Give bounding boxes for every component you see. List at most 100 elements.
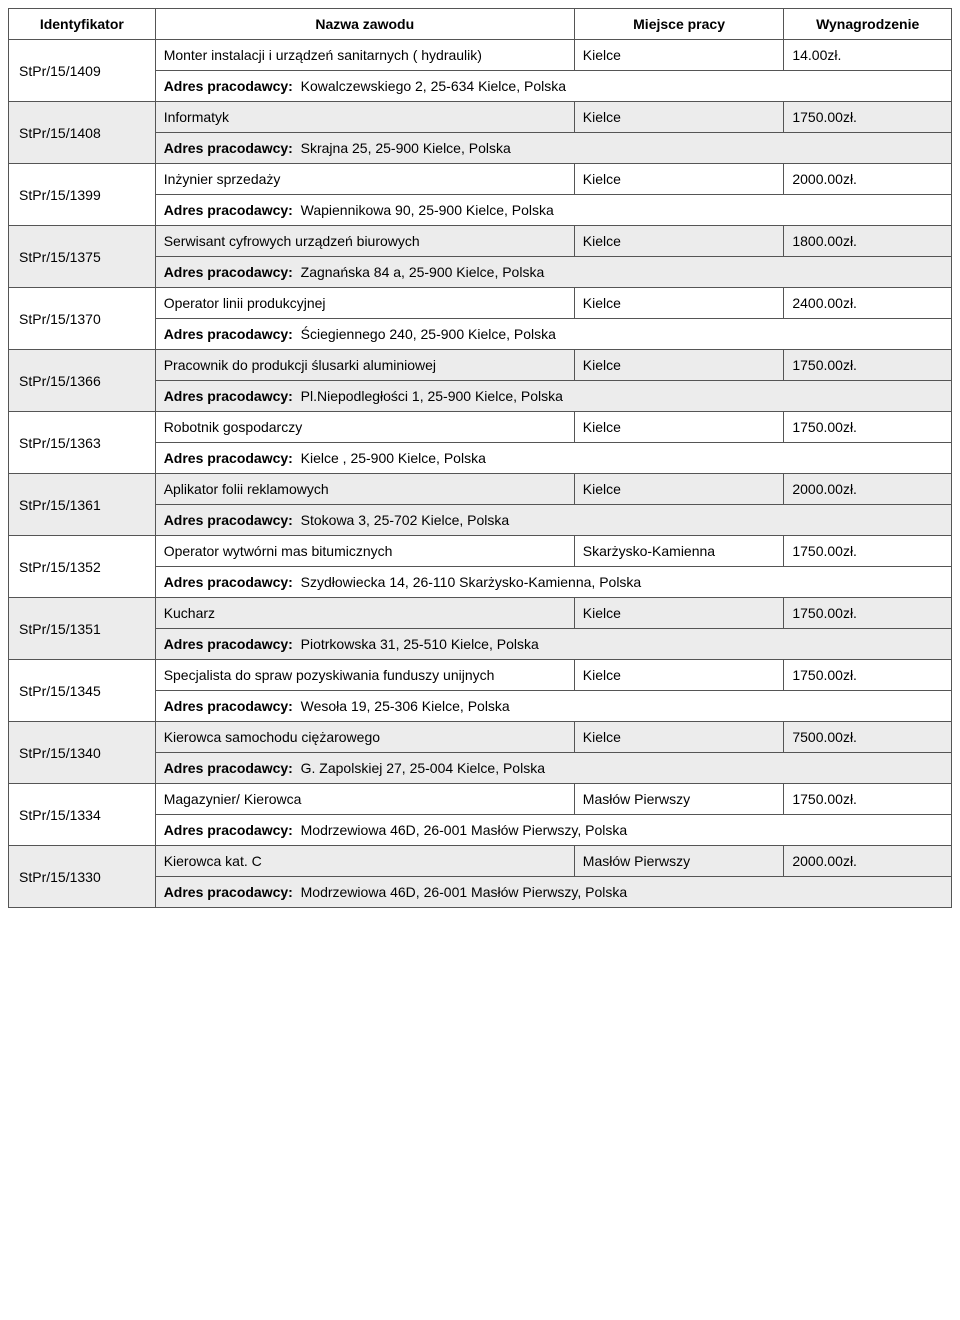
address-label: Adres pracodawcy: (164, 636, 293, 652)
cell-workplace: Kielce (574, 598, 784, 629)
address-label: Adres pracodawcy: (164, 822, 293, 838)
cell-employer-address: Adres pracodawcy: Modrzewiowa 46D, 26-00… (155, 877, 951, 908)
address-label: Adres pracodawcy: (164, 264, 293, 280)
cell-job-title: Inżynier sprzedaży (155, 164, 574, 195)
cell-workplace: Kielce (574, 722, 784, 753)
cell-job-title: Kierowca samochodu ciężarowego (155, 722, 574, 753)
cell-salary: 1750.00zł. (784, 412, 952, 443)
cell-identifier: StPr/15/1345 (9, 660, 156, 722)
table-row: StPr/15/1408InformatykKielce1750.00zł. (9, 102, 952, 133)
table-row: StPr/15/1370Operator linii produkcyjnejK… (9, 288, 952, 319)
cell-workplace: Kielce (574, 288, 784, 319)
cell-employer-address: Adres pracodawcy: Ściegiennego 240, 25-9… (155, 319, 951, 350)
cell-identifier: StPr/15/1351 (9, 598, 156, 660)
cell-job-title: Monter instalacji i urządzeń sanitarnych… (155, 40, 574, 71)
cell-employer-address: Adres pracodawcy: Skrajna 25, 25-900 Kie… (155, 133, 951, 164)
cell-employer-address: Adres pracodawcy: Wapiennikowa 90, 25-90… (155, 195, 951, 226)
address-value: Modrzewiowa 46D, 26-001 Masłów Pierwszy,… (293, 822, 627, 838)
table-row: StPr/15/1366Pracownik do produkcji ślusa… (9, 350, 952, 381)
cell-identifier: StPr/15/1334 (9, 784, 156, 846)
cell-salary: 1750.00zł. (784, 784, 952, 815)
cell-salary: 7500.00zł. (784, 722, 952, 753)
cell-salary: 2000.00zł. (784, 164, 952, 195)
address-label: Adres pracodawcy: (164, 512, 293, 528)
cell-workplace: Kielce (574, 412, 784, 443)
address-value: Skrajna 25, 25-900 Kielce, Polska (293, 140, 511, 156)
cell-salary: 1750.00zł. (784, 598, 952, 629)
address-label: Adres pracodawcy: (164, 202, 293, 218)
address-value: Wesoła 19, 25-306 Kielce, Polska (293, 698, 510, 714)
table-row: StPr/15/1334Magazynier/ KierowcaMasłów P… (9, 784, 952, 815)
address-label: Adres pracodawcy: (164, 760, 293, 776)
address-value: Kielce , 25-900 Kielce, Polska (293, 450, 486, 466)
cell-job-title: Specjalista do spraw pozyskiwania fundus… (155, 660, 574, 691)
cell-job-title: Kucharz (155, 598, 574, 629)
header-id: Identyfikator (9, 9, 156, 40)
address-label: Adres pracodawcy: (164, 326, 293, 342)
address-value: Stokowa 3, 25-702 Kielce, Polska (293, 512, 509, 528)
header-salary: Wynagrodzenie (784, 9, 952, 40)
cell-workplace: Kielce (574, 660, 784, 691)
job-listings-table: Identyfikator Nazwa zawodu Miejsce pracy… (8, 8, 952, 908)
cell-employer-address: Adres pracodawcy: Wesoła 19, 25-306 Kiel… (155, 691, 951, 722)
cell-job-title: Kierowca kat. C (155, 846, 574, 877)
cell-workplace: Kielce (574, 474, 784, 505)
cell-workplace: Kielce (574, 40, 784, 71)
cell-identifier: StPr/15/1375 (9, 226, 156, 288)
cell-identifier: StPr/15/1330 (9, 846, 156, 908)
cell-salary: 2000.00zł. (784, 474, 952, 505)
cell-employer-address: Adres pracodawcy: G. Zapolskiej 27, 25-0… (155, 753, 951, 784)
address-label: Adres pracodawcy: (164, 698, 293, 714)
cell-salary: 2400.00zł. (784, 288, 952, 319)
address-value: Szydłowiecka 14, 26-110 Skarżysko-Kamien… (293, 574, 641, 590)
cell-employer-address: Adres pracodawcy: Szydłowiecka 14, 26-11… (155, 567, 951, 598)
cell-identifier: StPr/15/1399 (9, 164, 156, 226)
address-value: Piotrkowska 31, 25-510 Kielce, Polska (293, 636, 539, 652)
address-value: Kowalczewskiego 2, 25-634 Kielce, Polska (293, 78, 566, 94)
cell-identifier: StPr/15/1363 (9, 412, 156, 474)
cell-job-title: Robotnik gospodarczy (155, 412, 574, 443)
cell-salary: 1750.00zł. (784, 350, 952, 381)
cell-employer-address: Adres pracodawcy: Zagnańska 84 a, 25-900… (155, 257, 951, 288)
cell-employer-address: Adres pracodawcy: Pl.Niepodległości 1, 2… (155, 381, 951, 412)
table-header-row: Identyfikator Nazwa zawodu Miejsce pracy… (9, 9, 952, 40)
cell-employer-address: Adres pracodawcy: Kowalczewskiego 2, 25-… (155, 71, 951, 102)
cell-employer-address: Adres pracodawcy: Piotrkowska 31, 25-510… (155, 629, 951, 660)
cell-employer-address: Adres pracodawcy: Stokowa 3, 25-702 Kiel… (155, 505, 951, 536)
cell-identifier: StPr/15/1361 (9, 474, 156, 536)
table-row: StPr/15/1345Specjalista do spraw pozyski… (9, 660, 952, 691)
table-row: StPr/15/1375Serwisant cyfrowych urządzeń… (9, 226, 952, 257)
header-place: Miejsce pracy (574, 9, 784, 40)
header-job: Nazwa zawodu (155, 9, 574, 40)
cell-job-title: Informatyk (155, 102, 574, 133)
table-row: StPr/15/1409Monter instalacji i urządzeń… (9, 40, 952, 71)
address-label: Adres pracodawcy: (164, 140, 293, 156)
cell-employer-address: Adres pracodawcy: Modrzewiowa 46D, 26-00… (155, 815, 951, 846)
table-row: StPr/15/1352Operator wytwórni mas bitumi… (9, 536, 952, 567)
cell-salary: 2000.00zł. (784, 846, 952, 877)
cell-job-title: Operator wytwórni mas bitumicznych (155, 536, 574, 567)
cell-job-title: Magazynier/ Kierowca (155, 784, 574, 815)
table-row: StPr/15/1361Aplikator folii reklamowychK… (9, 474, 952, 505)
cell-workplace: Kielce (574, 102, 784, 133)
cell-workplace: Skarżysko-Kamienna (574, 536, 784, 567)
cell-identifier: StPr/15/1409 (9, 40, 156, 102)
table-row: StPr/15/1330Kierowca kat. CMasłów Pierws… (9, 846, 952, 877)
address-value: Ściegiennego 240, 25-900 Kielce, Polska (293, 326, 556, 342)
cell-identifier: StPr/15/1408 (9, 102, 156, 164)
table-row: StPr/15/1340Kierowca samochodu ciężarowe… (9, 722, 952, 753)
cell-workplace: Kielce (574, 226, 784, 257)
address-value: Pl.Niepodległości 1, 25-900 Kielce, Pols… (293, 388, 563, 404)
address-value: Wapiennikowa 90, 25-900 Kielce, Polska (293, 202, 554, 218)
address-value: G. Zapolskiej 27, 25-004 Kielce, Polska (293, 760, 545, 776)
cell-workplace: Masłów Pierwszy (574, 846, 784, 877)
address-label: Adres pracodawcy: (164, 884, 293, 900)
table-row: StPr/15/1351KucharzKielce1750.00zł. (9, 598, 952, 629)
cell-salary: 1750.00zł. (784, 660, 952, 691)
cell-salary: 14.00zł. (784, 40, 952, 71)
cell-identifier: StPr/15/1352 (9, 536, 156, 598)
cell-job-title: Serwisant cyfrowych urządzeń biurowych (155, 226, 574, 257)
address-label: Adres pracodawcy: (164, 450, 293, 466)
cell-identifier: StPr/15/1370 (9, 288, 156, 350)
cell-identifier: StPr/15/1366 (9, 350, 156, 412)
